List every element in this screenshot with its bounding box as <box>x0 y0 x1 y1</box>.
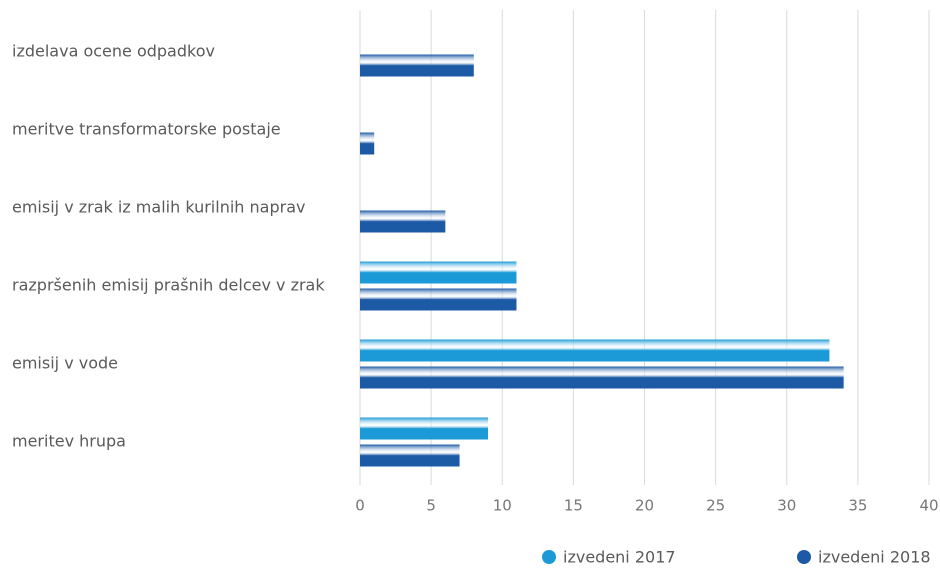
category-label: emisij v zrak iz malih kurilnih naprav <box>12 198 305 217</box>
category-label: emisij v vode <box>12 354 118 373</box>
bar <box>360 54 474 77</box>
x-tick-label: 20 <box>635 497 654 515</box>
legend-label: izvedeni 2017 <box>563 548 676 567</box>
category-label: razpršenih emisij prašnih delcev v zrak <box>12 276 325 295</box>
x-tick-label: 40 <box>919 497 938 515</box>
bar <box>360 444 460 467</box>
x-tick-label: 0 <box>355 497 365 515</box>
bar <box>360 339 830 362</box>
legend-marker <box>542 550 556 564</box>
legend-marker <box>797 550 811 564</box>
bar <box>360 417 489 440</box>
x-tick-label: 10 <box>493 497 512 515</box>
bar <box>360 288 517 311</box>
x-tick-label: 5 <box>426 497 436 515</box>
category-label: meritev hrupa <box>12 432 126 451</box>
x-tick-label: 30 <box>777 497 796 515</box>
x-tick-label: 15 <box>564 497 583 515</box>
x-tick-label: 25 <box>706 497 725 515</box>
bar <box>360 210 446 233</box>
category-label: meritve transformatorske postaje <box>12 120 281 139</box>
bar <box>360 261 517 284</box>
category-label: izdelava ocene odpadkov <box>12 42 215 61</box>
legend-label: izvedeni 2018 <box>818 548 931 567</box>
bar <box>360 366 844 389</box>
x-tick-label: 35 <box>848 497 867 515</box>
bar <box>360 132 375 155</box>
